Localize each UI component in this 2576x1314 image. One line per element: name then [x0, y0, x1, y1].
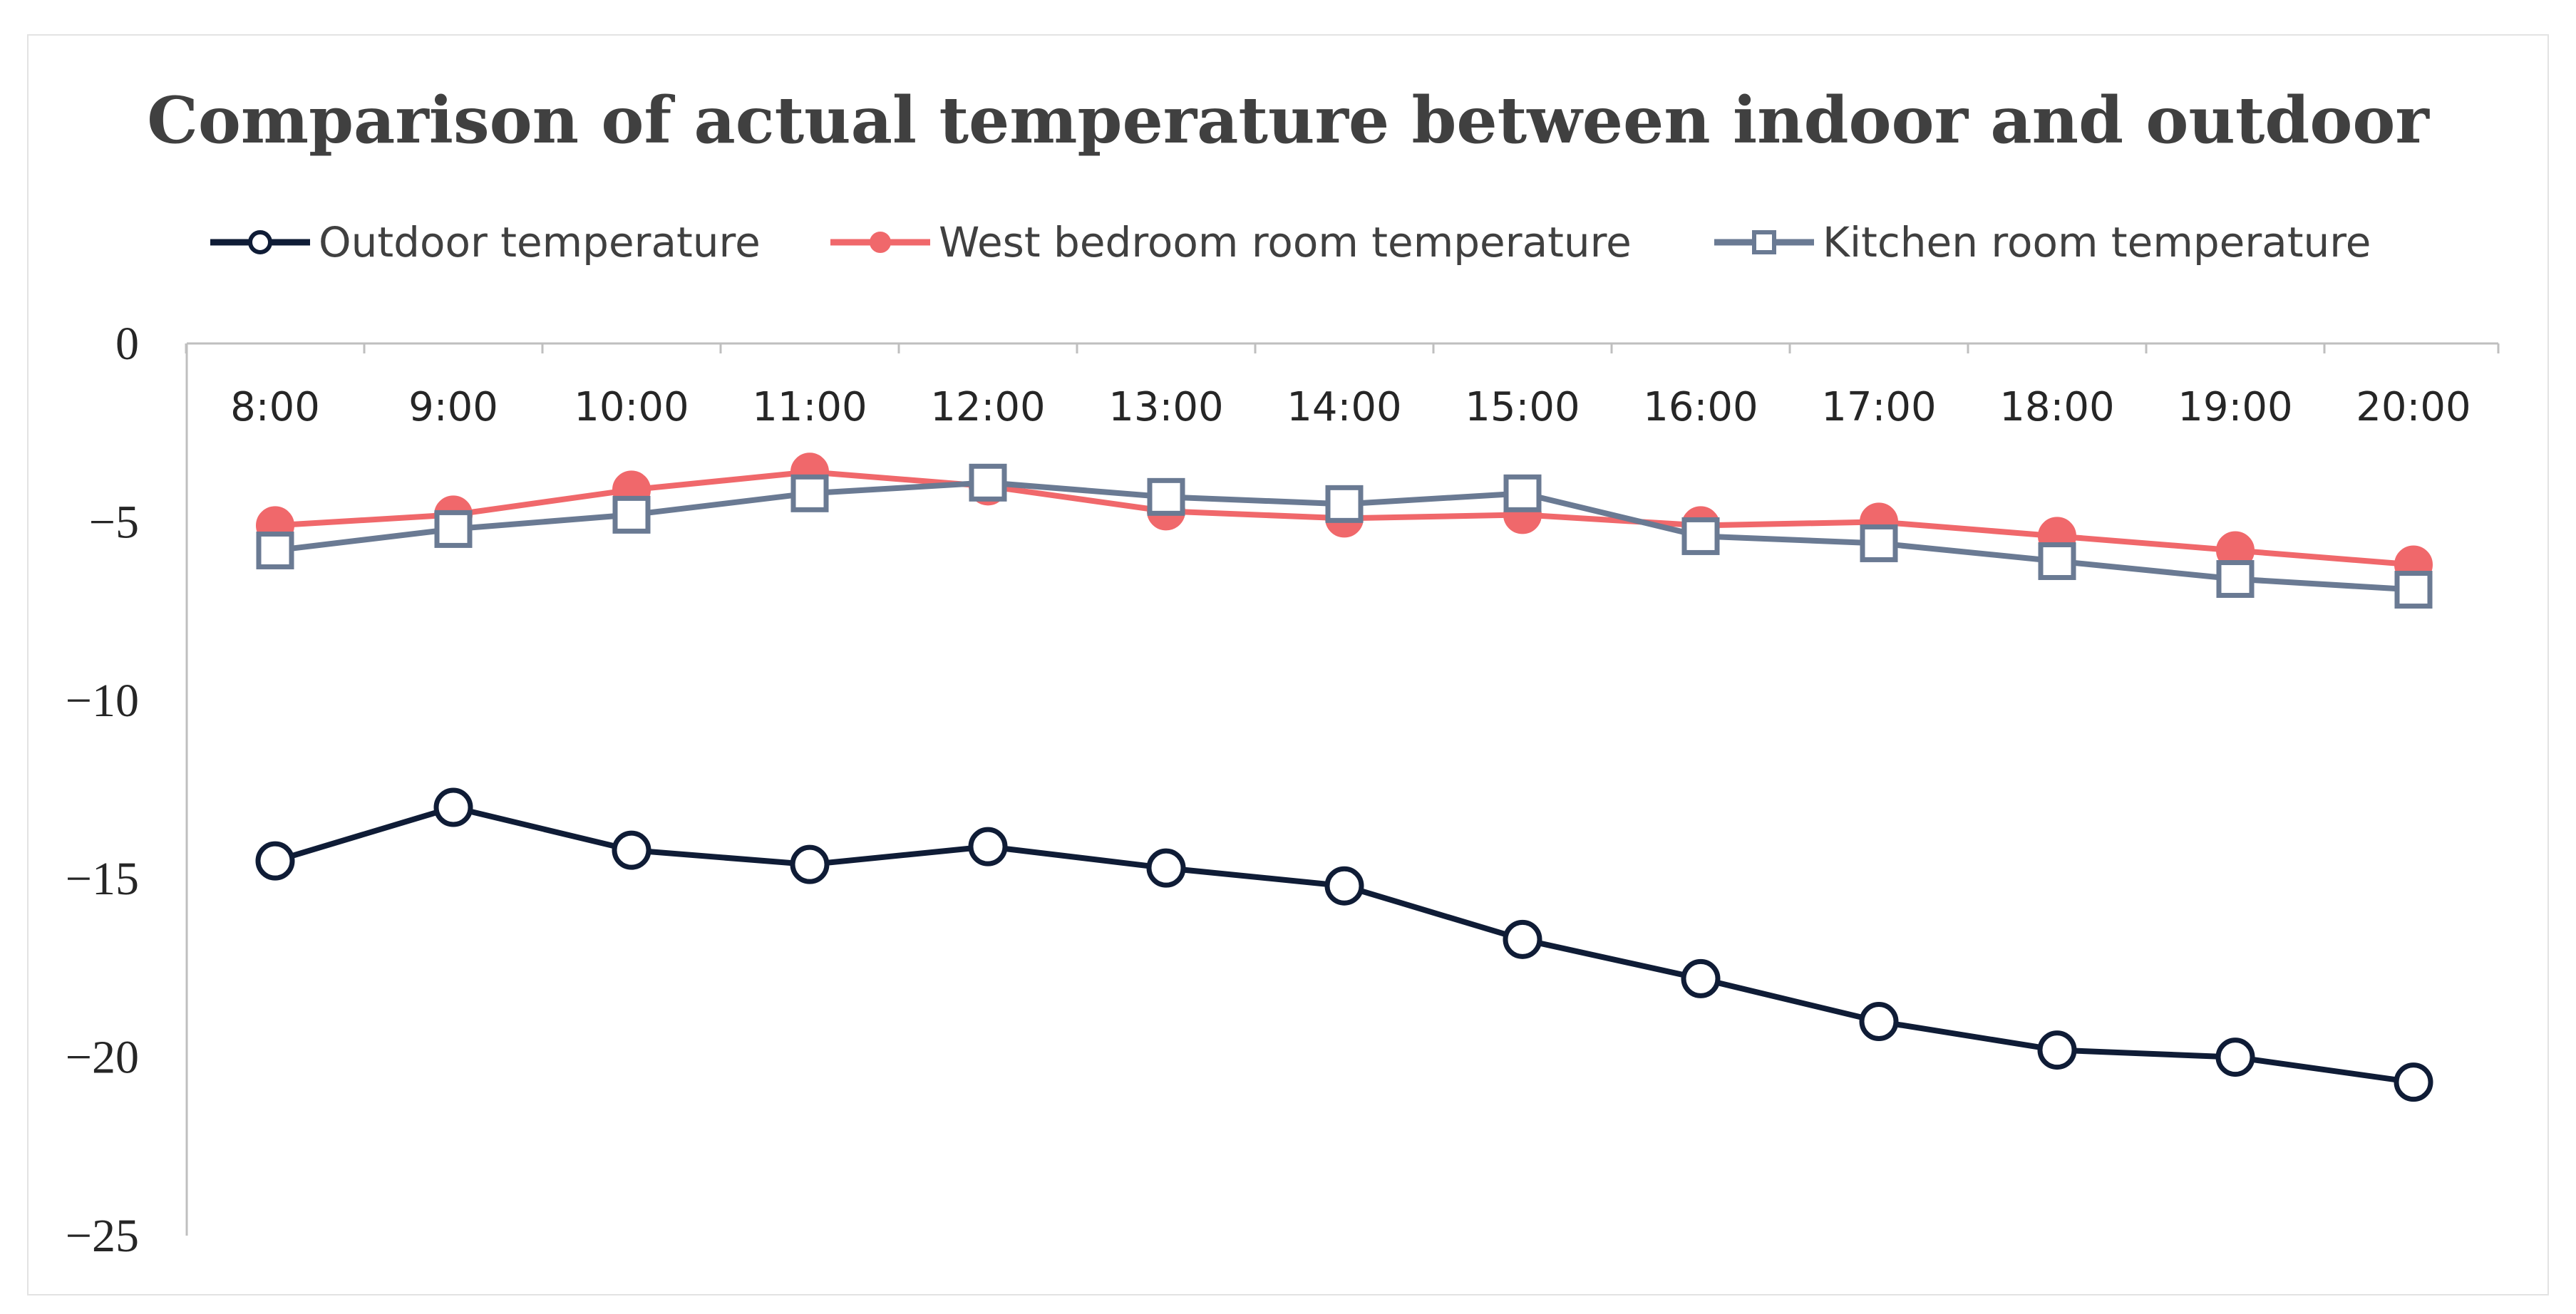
- series-layer: [255, 452, 2433, 1102]
- data-point: [2215, 1038, 2255, 1077]
- x-tick-label: 20:00: [2356, 384, 2471, 430]
- data-point: [1146, 848, 1186, 888]
- data-point: [1324, 866, 1364, 906]
- legend-marker: [248, 230, 272, 254]
- x-tick-label: 16:00: [1643, 384, 1758, 430]
- x-tick-label: 12:00: [930, 384, 1045, 430]
- data-point: [1147, 477, 1185, 516]
- data-point: [433, 787, 473, 827]
- data-point: [1860, 524, 1898, 562]
- x-tick-label: 8:00: [230, 384, 320, 430]
- y-tick-label: −15: [66, 853, 139, 905]
- x-tick-label: 19:00: [2178, 384, 2292, 430]
- x-tick-label: 9:00: [408, 384, 498, 430]
- data-point: [969, 463, 1007, 502]
- series-kitchen-room-temperature: [256, 463, 2433, 609]
- data-point: [612, 495, 651, 534]
- legend-item-kitchen-room-temperature: Kitchen room temperature: [1714, 218, 2371, 267]
- data-point: [790, 844, 830, 884]
- series-line: [274, 805, 2414, 1085]
- legend-label: Outdoor temperature: [319, 218, 761, 267]
- legend-marker: [870, 232, 891, 253]
- axes: 8:00 9:00 10:00 11:00 12:00 13:00 14:00 15:00 16…: [66, 318, 2500, 1262]
- data-point: [434, 509, 473, 548]
- y-tick-label: −20: [66, 1032, 139, 1084]
- y-tick-label: −25: [66, 1210, 139, 1262]
- data-point: [612, 830, 651, 870]
- data-point: [2037, 1030, 2077, 1070]
- x-tick-label: 11:00: [752, 384, 867, 430]
- x-tick-label: 10:00: [574, 384, 689, 430]
- data-point: [2216, 560, 2255, 599]
- y-tick-label: −5: [89, 496, 139, 548]
- legend-label: Kitchen room temperature: [1823, 218, 2371, 267]
- data-point: [1503, 919, 1542, 959]
- chart-frame: [27, 34, 2549, 1295]
- data-point: [255, 841, 295, 881]
- x-tick-label: 15:00: [1465, 384, 1580, 430]
- data-point: [2394, 1062, 2433, 1102]
- data-point: [256, 531, 294, 569]
- data-point: [1681, 517, 1720, 555]
- y-tick-label: 0: [115, 318, 139, 370]
- data-point: [1325, 485, 1364, 523]
- data-point: [1681, 958, 1721, 998]
- x-tick-label: 14:00: [1287, 384, 1401, 430]
- x-tick-label: 18:00: [1999, 384, 2114, 430]
- chart-title: Comparison of actual temperature between…: [147, 83, 2430, 158]
- data-point: [968, 827, 1008, 866]
- y-tick-label: −10: [66, 675, 139, 727]
- legend-item-west-bedroom-room-temperature: West bedroom room temperature: [830, 218, 1632, 267]
- legend-item-outdoor-temperature: Outdoor temperature: [210, 218, 761, 267]
- data-point: [790, 474, 829, 512]
- data-point: [1503, 474, 1542, 512]
- legend-label: West bedroom room temperature: [939, 218, 1632, 267]
- data-point: [2038, 542, 2076, 580]
- x-tick-label: 17:00: [1821, 384, 1936, 430]
- series-outdoor-temperature: [255, 787, 2433, 1102]
- legend: Outdoor temperature West bedroom room tem…: [210, 218, 2371, 267]
- data-point: [2394, 571, 2433, 609]
- legend-marker: [1752, 230, 1776, 254]
- x-tick-label: 13:00: [1108, 384, 1223, 430]
- data-point: [1859, 1002, 1899, 1042]
